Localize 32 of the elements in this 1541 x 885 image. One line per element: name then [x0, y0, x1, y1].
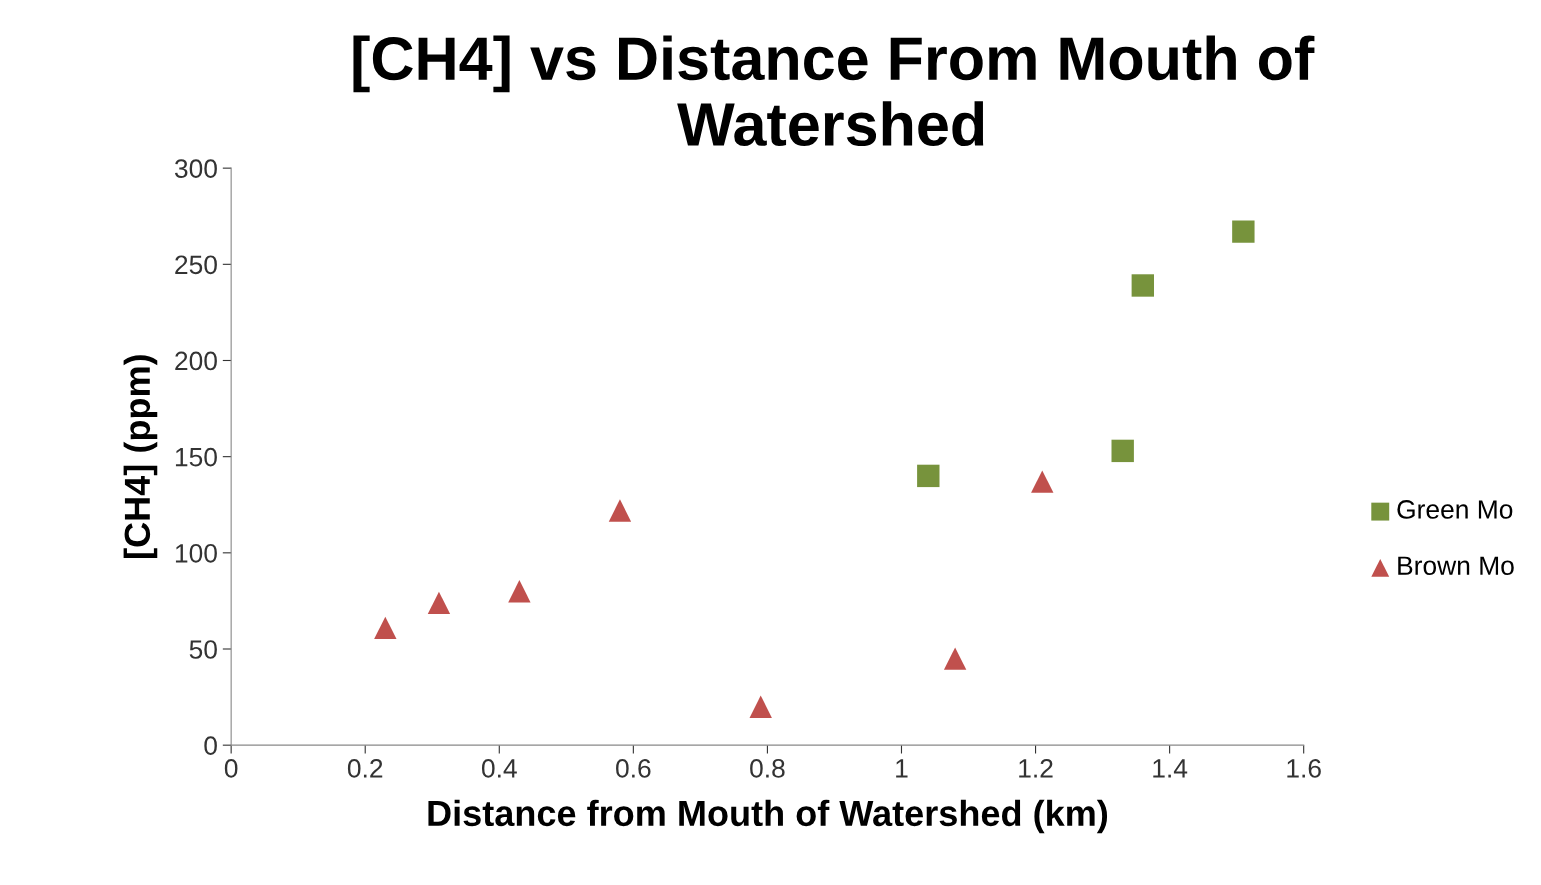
- x-tick-label: 0.4: [481, 759, 517, 778]
- point: [608, 499, 632, 522]
- chart-title: [CH4] vs Distance From Mouth of Watershed: [353, 35, 1315, 147]
- y-tick-label: 250: [175, 255, 217, 275]
- x-tick-label: 0.8: [750, 759, 785, 778]
- point: [943, 647, 967, 670]
- point: [1031, 470, 1054, 493]
- point: [374, 616, 397, 640]
- point: [1232, 220, 1255, 243]
- legend-label: Green Mo: [1397, 500, 1513, 519]
- x-tick-label: 1.6: [1287, 759, 1321, 778]
- x-tick-label: 0.6: [616, 759, 651, 778]
- y-tick-label: 0: [204, 736, 217, 755]
- y-tick-label: 150: [175, 447, 217, 467]
- x-tick-label: 0: [224, 759, 238, 778]
- point: [1111, 439, 1134, 463]
- x-tick-label: 0.2: [347, 759, 383, 778]
- y-tick-label: 300: [174, 159, 217, 178]
- point: [749, 695, 772, 718]
- legend-label: Brown Mo: [1398, 556, 1514, 576]
- x-tick-label: 1.2: [1019, 759, 1053, 778]
- y-tick-label: 100: [175, 543, 217, 563]
- x-tick-label: 1.4: [1153, 759, 1188, 778]
- point: [917, 464, 940, 488]
- y-tick-label: 200: [175, 351, 217, 371]
- point: [427, 591, 451, 615]
- x-tick-label: 1: [896, 759, 908, 778]
- x-axis-title: Distance from Mouth of Watershed (km): [428, 799, 1108, 834]
- y-tick-label: 50: [189, 640, 217, 659]
- point: [1131, 274, 1154, 297]
- y-axis-title: [CH4] (ppm): [123, 355, 158, 558]
- point: [508, 580, 531, 603]
